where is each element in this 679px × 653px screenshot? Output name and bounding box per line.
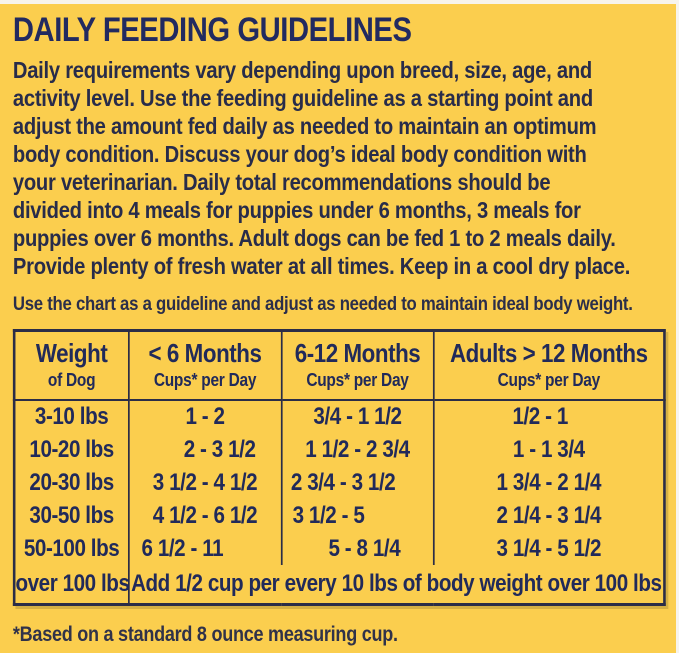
cell-cups-6-12: 1 1/2 - 2 3/4 <box>280 433 435 467</box>
col-header-adults-over-12-months: Adults > 12 Months Cups* per Day <box>432 330 666 402</box>
intro-line: adjust the amount fed daily as needed to… <box>12 112 597 139</box>
content-area: DAILY FEEDING GUIDELINES Daily requireme… <box>0 4 679 647</box>
col-header-weight: Weight of Dog <box>13 330 130 402</box>
cell-cups-adults: 1 3/4 - 2 1/4 <box>432 466 666 500</box>
intro-line: divided into 4 meals for puppies under 6… <box>12 196 581 223</box>
col-header-subtitle: of Dog <box>47 369 96 390</box>
cell-cups-under-6: 6 1/2 - 11 <box>127 532 283 566</box>
intro-line: Daily requirements vary depending upon b… <box>12 56 592 83</box>
table-row-over-100: over 100 lbs Add 1/2 cup per every 10 lb… <box>13 565 666 605</box>
intro-line: activity level. Use the feeding guidelin… <box>12 84 593 111</box>
cell-cups-6-12: 2 3/4 - 3 1/2 <box>280 466 435 500</box>
cell-weight-range: 30-50 lbs <box>13 499 130 533</box>
cell-cups-adults: 3 1/4 - 5 1/2 <box>432 532 666 566</box>
cell-weight-range: 20-30 lbs <box>13 466 130 500</box>
cell-cups-adults: 2 1/4 - 3 1/4 <box>432 499 666 533</box>
cell-cups-under-6: 1 - 2 <box>127 400 283 434</box>
cell-cups-adults: 1 - 1 3/4 <box>432 433 666 467</box>
table-header-row: Weight of Dog < 6 Months Cups* per Day 6… <box>13 330 666 402</box>
intro-paragraph: Daily requirements vary depending upon b… <box>13 56 679 280</box>
col-header-6-12-months: 6-12 Months Cups* per Day <box>280 330 435 402</box>
intro-line: body condition. Discuss your dog’s ideal… <box>12 140 587 167</box>
table-row: 30-50 lbs 4 1/2 - 6 1/2 3 1/2 - 5 2 1/4 … <box>13 499 666 533</box>
intro-line: your veterinarian. Daily total recommend… <box>12 168 551 195</box>
col-header-subtitle: Cups* per Day <box>306 369 409 390</box>
cell-weight-range: 3-10 lbs <box>13 400 130 434</box>
cell-cups-6-12: 3 1/2 - 5 <box>280 499 435 533</box>
footnote-measuring-cup: *Based on a standard 8 ounce measuring c… <box>12 622 398 646</box>
intro-line: Provide plenty of fresh water at all tim… <box>12 252 631 279</box>
col-header-title: 6-12 Months <box>294 338 421 369</box>
cell-weight-range: 50-100 lbs <box>13 532 130 566</box>
cell-cups-6-12: 5 - 8 1/4 <box>280 532 435 566</box>
table-row: 3-10 lbs 1 - 2 3/4 - 1 1/2 1/2 - 1 <box>13 400 666 434</box>
cell-cups-under-6: 4 1/2 - 6 1/2 <box>127 499 283 533</box>
col-header-title: < 6 Months <box>148 338 262 369</box>
col-header-under-6-months: < 6 Months Cups* per Day <box>127 330 283 402</box>
cell-over-100-instruction: Add 1/2 cup per every 10 lbs of body wei… <box>127 565 666 605</box>
feeding-guidelines-table: Weight of Dog < 6 Months Cups* per Day 6… <box>12 328 666 606</box>
cell-weight-over-100: over 100 lbs <box>13 565 130 605</box>
cell-cups-6-12: 3/4 - 1 1/2 <box>280 400 435 434</box>
intro-line: puppies over 6 months. Adult dogs can be… <box>12 224 616 251</box>
col-header-subtitle: Cups* per Day <box>153 369 257 390</box>
col-header-title: Adults > 12 Months <box>449 338 648 369</box>
col-header-title: Weight <box>35 338 108 369</box>
cell-cups-under-6: 3 1/2 - 4 1/2 <box>127 466 283 500</box>
table-row: 50-100 lbs 6 1/2 - 11 5 - 8 1/4 3 1/4 - … <box>13 532 666 566</box>
col-header-subtitle: Cups* per Day <box>497 369 601 390</box>
chart-usage-note: Use the chart as a guideline and adjust … <box>12 292 633 315</box>
page-title: DAILY FEEDING GUIDELINES <box>12 11 412 49</box>
table-row: 10-20 lbs 2 - 3 1/2 1 1/2 - 2 3/4 1 - 1 … <box>13 433 666 467</box>
table-row: 20-30 lbs 3 1/2 - 4 1/2 2 3/4 - 3 1/2 1 … <box>13 466 666 500</box>
feeding-guidelines-card: DAILY FEEDING GUIDELINES Daily requireme… <box>0 4 676 653</box>
cell-cups-adults: 1/2 - 1 <box>432 400 666 434</box>
cell-weight-range: 10-20 lbs <box>13 433 130 467</box>
cell-cups-under-6: 2 - 3 1/2 <box>127 433 283 467</box>
